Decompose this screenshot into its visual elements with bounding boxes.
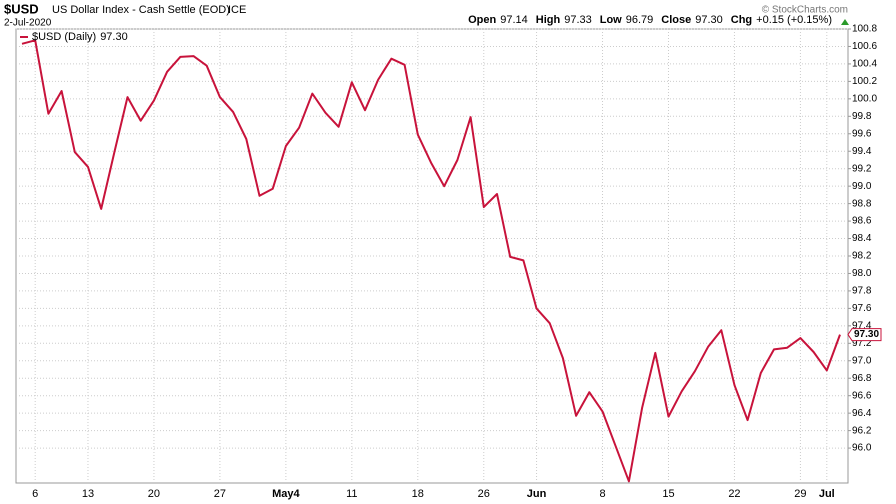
y-tick-label: 96.0 bbox=[852, 443, 872, 454]
y-tick-label: 98.4 bbox=[852, 233, 872, 244]
x-tick-label: 29 bbox=[794, 488, 806, 500]
x-tick-label: May4 bbox=[272, 488, 300, 500]
quote-value: 96.79 bbox=[626, 14, 654, 26]
x-tick-label: 11 bbox=[346, 488, 357, 500]
quote-value: 97.14 bbox=[500, 14, 528, 26]
x-tick-label: 8 bbox=[599, 488, 605, 500]
y-tick-label: 97.8 bbox=[852, 286, 872, 297]
quote-label: Close bbox=[661, 14, 691, 26]
last-value-label: 97.30 bbox=[854, 329, 879, 340]
legend-key bbox=[20, 36, 28, 38]
y-tick-label: 98.6 bbox=[852, 216, 872, 227]
date: 2-Jul-2020 bbox=[4, 18, 52, 29]
x-tick-label: 6 bbox=[32, 488, 38, 500]
y-tick-label: 96.6 bbox=[852, 390, 872, 401]
y-tick-label: 99.8 bbox=[852, 111, 872, 122]
y-tick-label: 96.2 bbox=[852, 425, 872, 436]
quote-label: High bbox=[536, 14, 561, 26]
y-tick-label: 98.8 bbox=[852, 198, 872, 209]
x-tick-label: Jun bbox=[527, 488, 547, 500]
quote-label: Open bbox=[468, 14, 496, 26]
y-tick-label: 99.6 bbox=[852, 128, 872, 139]
y-tick-label: 97.6 bbox=[852, 303, 872, 314]
y-tick-label: 98.2 bbox=[852, 251, 872, 262]
quote-label: Low bbox=[600, 14, 622, 26]
quote-value: +0.15 (+0.15%) bbox=[756, 14, 832, 26]
y-tick-label: 97.0 bbox=[852, 355, 872, 366]
copyright: © StockCharts.com bbox=[762, 5, 848, 16]
y-tick-label: 100.8 bbox=[852, 24, 877, 35]
y-tick-label: 97.4 bbox=[852, 320, 872, 331]
quote-label: Chg bbox=[731, 14, 752, 26]
symbol: $USD bbox=[4, 1, 39, 16]
y-tick-label: 100.6 bbox=[852, 41, 877, 52]
x-tick-label: Jul bbox=[819, 488, 835, 500]
quote-value: 97.33 bbox=[564, 14, 592, 26]
last-value-tag bbox=[847, 328, 882, 342]
x-tick-label: 18 bbox=[412, 488, 424, 500]
y-tick-label: 96.4 bbox=[852, 408, 872, 419]
y-tick-label: 99.4 bbox=[852, 146, 872, 157]
price-line bbox=[21, 39, 841, 483]
x-tick-label: 13 bbox=[82, 488, 94, 500]
y-tick-label: 100.2 bbox=[852, 76, 877, 87]
x-tick-label: 27 bbox=[214, 488, 226, 500]
legend-value: 97.30 bbox=[100, 31, 128, 43]
chart-title: US Dollar Index - Cash Settle (EOD) bbox=[52, 4, 230, 16]
y-tick-label: 98.0 bbox=[852, 268, 872, 279]
y-tick-label: 96.8 bbox=[852, 373, 872, 384]
up-arrow bbox=[841, 19, 849, 25]
y-tick-label: 100.4 bbox=[852, 59, 877, 70]
y-tick-label: 99.2 bbox=[852, 163, 872, 174]
x-tick-label: 26 bbox=[478, 488, 490, 500]
x-tick-label: 22 bbox=[728, 488, 740, 500]
y-tick-label: 99.0 bbox=[852, 181, 872, 192]
x-tick-label: 15 bbox=[662, 488, 674, 500]
quote-value: 97.30 bbox=[695, 14, 723, 26]
y-tick-label: 97.2 bbox=[852, 338, 872, 349]
exchange: ICE bbox=[228, 4, 246, 16]
legend-label: $USD (Daily) bbox=[32, 31, 96, 43]
x-tick-label: 20 bbox=[148, 488, 160, 500]
y-tick-label: 100.0 bbox=[852, 93, 877, 104]
